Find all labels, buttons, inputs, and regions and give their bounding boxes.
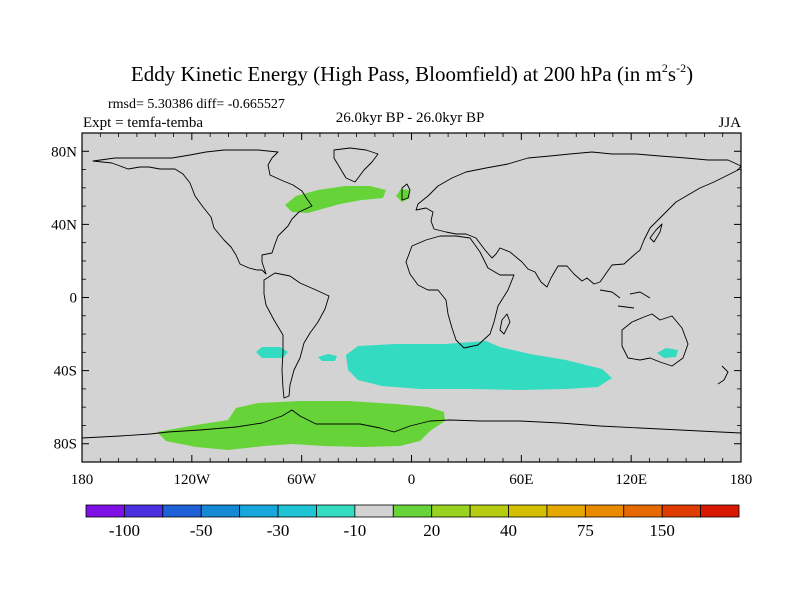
colorbar-label: -30 <box>267 521 290 540</box>
map-panel: 180 120W 60W 0 60E 120E 180 80N 40N 0 40S 80S <box>51 132 752 488</box>
colorbar-swatch <box>661 504 701 518</box>
coast-greenland <box>333 147 379 183</box>
y-tick-label: 40N <box>51 217 77 233</box>
colorbar-label: -100 <box>109 521 140 540</box>
coastlines <box>81 147 742 439</box>
title-unit-a: 2 <box>662 61 668 75</box>
title-close: ) <box>686 62 693 86</box>
coast-north-america <box>92 149 313 275</box>
period-text: 26.0kyr BP - 26.0kyr BP <box>336 110 485 126</box>
colorbar-swatch <box>277 504 317 518</box>
coast-new-zealand <box>717 365 729 385</box>
x-tick-label: 180 <box>730 472 753 488</box>
coast-south-america <box>263 272 330 399</box>
colorbar-swatch <box>508 504 548 518</box>
stats-text: rmsd= 5.30386 diff= -0.665527 <box>108 97 285 112</box>
coast-australia <box>621 313 689 367</box>
colorbar-swatch <box>431 504 471 518</box>
colorbar-swatch <box>200 504 241 518</box>
colorbar-label: 150 <box>649 521 675 540</box>
colorbar-label: -10 <box>344 521 367 540</box>
title-main: Eddy Kinetic Energy (High Pass, Bloomfie… <box>131 62 662 86</box>
colorbar-swatch <box>392 504 433 518</box>
colorbar-swatch <box>469 504 509 518</box>
map-axes: 180 120W 60W 0 60E 120E 180 80N 40N 0 40S 80S <box>51 133 752 488</box>
title-unit-b: -2 <box>676 61 686 75</box>
colorbar-swatch <box>700 504 740 518</box>
x-tick-label: 120E <box>615 472 647 488</box>
colorbar-swatch <box>162 504 202 518</box>
anomaly-shading <box>157 186 678 450</box>
coast-madagascar <box>499 313 511 335</box>
coast-indonesia <box>599 289 651 309</box>
north-atlantic-positive <box>285 186 386 213</box>
season-text: JJA <box>718 115 741 131</box>
coast-africa <box>405 235 515 349</box>
y-tick-label: 40S <box>54 364 77 380</box>
colorbar-swatch <box>124 504 164 518</box>
colorbar-swatch <box>584 504 625 518</box>
colorbar-swatch <box>239 504 279 518</box>
colorbar-label: 40 <box>500 521 517 540</box>
figure-title: Eddy Kinetic Energy (High Pass, Bloomfie… <box>131 61 693 86</box>
y-tick-label: 0 <box>70 291 78 307</box>
southern-ocean-negative <box>346 341 612 390</box>
title-unit-mid: s <box>668 62 676 86</box>
coast-british-isles <box>401 183 411 201</box>
australia-negative <box>657 348 678 358</box>
antarctic-positive <box>157 401 445 450</box>
y-tick-label: 80N <box>51 144 77 160</box>
colorbar-swatch <box>85 504 125 518</box>
expt-text: Expt = temfa-temba <box>83 115 203 131</box>
colorbar-label: -50 <box>190 521 213 540</box>
colorbar-label: 20 <box>423 521 440 540</box>
south-pacific-negative <box>256 347 288 358</box>
colorbar-swatch <box>546 504 586 518</box>
x-tick-label: 180 <box>71 472 94 488</box>
colorbar-swatch <box>623 504 663 518</box>
south-atlantic-negative <box>318 354 337 361</box>
colorbar-swatch <box>354 504 394 518</box>
x-tick-label: 60W <box>287 472 317 488</box>
coast-japan <box>649 223 663 243</box>
coast-antarctica <box>81 409 742 439</box>
colorbar-label: 75 <box>577 521 594 540</box>
x-tick-label: 120W <box>173 472 211 488</box>
x-tick-label: 0 <box>408 472 416 488</box>
y-tick-label: 80S <box>54 437 77 453</box>
coast-eurasia <box>415 151 742 288</box>
x-tick-label: 60E <box>509 472 533 488</box>
colorbar-swatch <box>316 504 356 518</box>
colorbar: -100 -50 -30 -10 20 40 75 150 <box>85 504 740 540</box>
